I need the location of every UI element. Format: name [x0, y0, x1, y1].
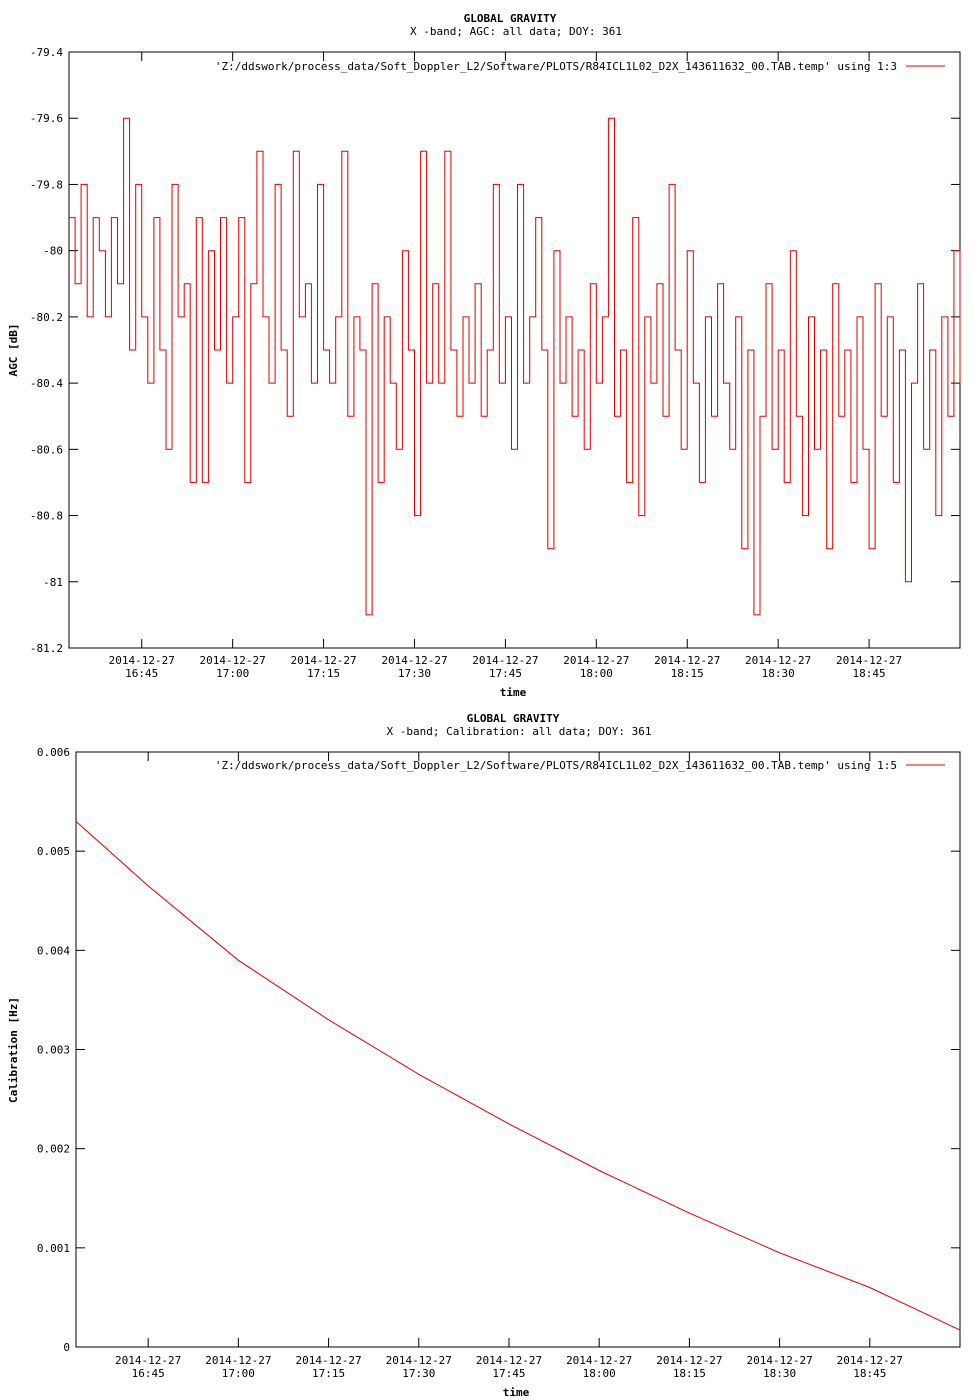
x-tick-time-label: 17:30 [398, 667, 431, 680]
series-line [69, 117, 961, 616]
x-tick-date-label: 2014-12-27 [386, 1354, 452, 1367]
x-tick-time-label: 18:30 [762, 667, 795, 680]
x-tick-time-label: 18:15 [673, 1367, 706, 1380]
plot-frame [75, 751, 961, 1348]
y-tick-label: -81.2 [30, 642, 63, 655]
x-tick-date-label: 2014-12-27 [381, 654, 447, 667]
x-tick-time-label: 18:00 [583, 1367, 616, 1380]
x-tick-time-label: 18:45 [853, 667, 886, 680]
x-tick-time-label: 17:15 [312, 1367, 345, 1380]
y-tick-label: -81 [43, 576, 63, 589]
y-tick-label: 0 [63, 1341, 70, 1354]
series-line [75, 821, 961, 1331]
x-tick-date-label: 2014-12-27 [745, 654, 811, 667]
x-tick-date-label: 2014-12-27 [200, 654, 266, 667]
plot-area: 0.006 0.005 0.004 0.003 0.002 0.001 0 2014-12-2… [37, 746, 961, 1380]
x-tick-date-label: 2014-12-27 [205, 1354, 271, 1367]
legend-label: 'Z:/ddswork/process_data/Soft_Doppler_L2… [215, 60, 897, 73]
y-tick-label: -80.2 [30, 311, 63, 324]
x-tick-time-label: 17:30 [402, 1367, 435, 1380]
y-tick-label: 0.005 [37, 845, 70, 858]
y-axis-label: AGC [dB] [7, 324, 20, 377]
y-tick-label: -80.8 [30, 510, 63, 523]
agc-chart: GLOBAL GRAVITY X -band; AGC: all data; D… [7, 12, 961, 699]
x-tick-date-label: 2014-12-27 [295, 1354, 361, 1367]
x-tick-time-label: 17:45 [489, 667, 522, 680]
x-tick-time-label: 18:30 [763, 1367, 796, 1380]
x-tick-time-label: 18:00 [580, 667, 613, 680]
x-tick-time-label: 16:45 [125, 667, 158, 680]
y-tick-label: 0.006 [37, 746, 70, 759]
y-axis-label: Calibration [Hz] [7, 997, 20, 1103]
y-tick-label: -80.6 [30, 443, 63, 456]
y-tick-label: 0.002 [37, 1143, 70, 1156]
x-tick-date-label: 2014-12-27 [563, 654, 629, 667]
x-tick-time-label: 17:15 [307, 667, 340, 680]
y-tick-label: -79.4 [30, 46, 63, 59]
y-tick-label: 0.003 [37, 1044, 70, 1057]
x-axis-label: time [500, 686, 527, 699]
y-tick-label: 0.004 [37, 944, 70, 957]
y-tick-label: -80 [43, 245, 63, 258]
x-tick-date-label: 2014-12-27 [109, 654, 175, 667]
chart-title: GLOBAL GRAVITY [464, 12, 557, 25]
plot-area: -79.4 -79.6 -79.8 -80 -80.2 -80.4 -80.6 -80.8 -8… [30, 46, 961, 680]
x-tick-time-label: 18:45 [853, 1367, 886, 1380]
x-tick-time-label: 17:00 [222, 1367, 255, 1380]
x-tick-date-label: 2014-12-27 [654, 654, 720, 667]
y-tick-label: 0.001 [37, 1242, 70, 1255]
x-tick-date-label: 2014-12-27 [836, 654, 902, 667]
chart-subtitle: X -band; Calibration: all data; DOY: 361 [387, 725, 652, 738]
x-tick-time-label: 17:00 [216, 667, 249, 680]
x-axis-label: time [503, 1386, 530, 1399]
x-tick-date-label: 2014-12-27 [837, 1354, 903, 1367]
calibration-chart: GLOBAL GRAVITY X -band; Calibration: all… [7, 712, 961, 1399]
x-tick-date-label: 2014-12-27 [290, 654, 356, 667]
x-tick-date-label: 2014-12-27 [115, 1354, 181, 1367]
x-tick-date-label: 2014-12-27 [472, 654, 538, 667]
y-tick-label: -80.4 [30, 377, 63, 390]
legend-label: 'Z:/ddswork/process_data/Soft_Doppler_L2… [215, 759, 897, 772]
x-tick-time-label: 17:45 [492, 1367, 525, 1380]
x-tick-time-label: 16:45 [132, 1367, 165, 1380]
x-tick-date-label: 2014-12-27 [566, 1354, 632, 1367]
x-tick-date-label: 2014-12-27 [746, 1354, 812, 1367]
chart-title: GLOBAL GRAVITY [467, 712, 560, 725]
chart-subtitle: X -band; AGC: all data; DOY: 361 [410, 25, 622, 38]
x-tick-time-label: 18:15 [671, 667, 704, 680]
x-tick-date-label: 2014-12-27 [656, 1354, 722, 1367]
x-tick-date-label: 2014-12-27 [476, 1354, 542, 1367]
y-tick-label: -79.6 [30, 112, 63, 125]
y-tick-label: -79.8 [30, 178, 63, 191]
